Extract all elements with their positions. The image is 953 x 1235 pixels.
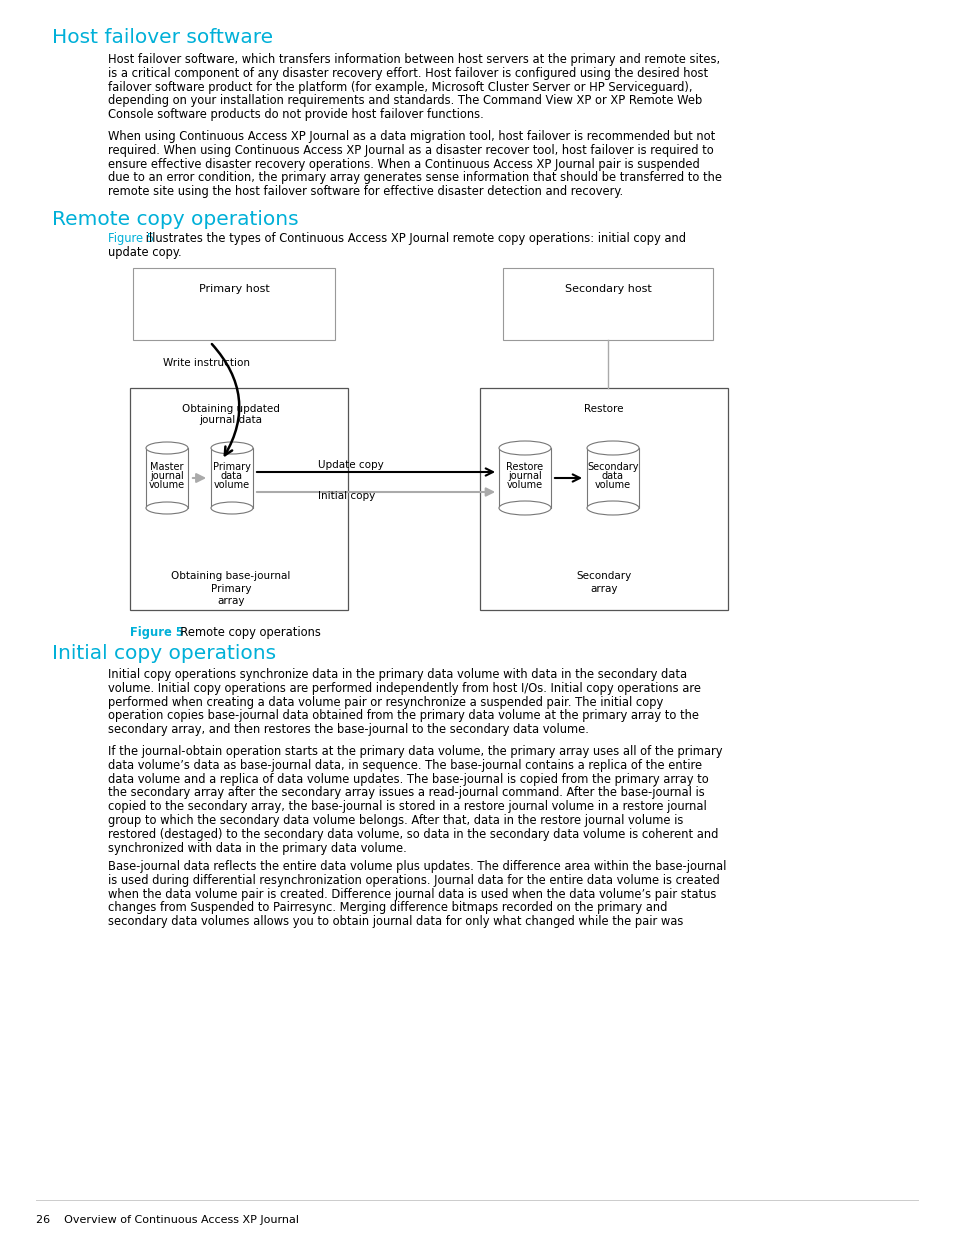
Text: volume. Initial copy operations are performed independently from host I/Os. Init: volume. Initial copy operations are perf… [108,682,700,695]
Ellipse shape [146,442,188,454]
Text: due to an error condition, the primary array generates sense information that sh: due to an error condition, the primary a… [108,172,721,184]
Ellipse shape [498,441,551,454]
Text: Figure 5: Figure 5 [108,232,154,245]
Text: operation copies base-journal data obtained from the primary data volume at the : operation copies base-journal data obtai… [108,709,699,722]
Text: synchronized with data in the primary data volume.: synchronized with data in the primary da… [108,841,406,855]
Text: data volume and a replica of data volume updates. The base-journal is copied fro: data volume and a replica of data volume… [108,773,708,785]
Bar [132,268,335,340]
Text: array: array [590,584,618,594]
Text: Primary: Primary [211,584,251,594]
Text: ensure effective disaster recovery operations. When a Continuous Access XP Journ: ensure effective disaster recovery opera… [108,158,699,170]
Text: array: array [217,597,245,606]
Text: data: data [601,471,623,480]
Bar [130,388,348,610]
Text: data volume’s data as base-journal data, in sequence. The base-journal contains : data volume’s data as base-journal data,… [108,758,701,772]
Text: Secondary host: Secondary host [564,284,651,294]
Text: Host failover software: Host failover software [52,28,273,47]
Text: Restore: Restore [506,462,543,472]
Text: If the journal-obtain operation starts at the primary data volume, the primary a: If the journal-obtain operation starts a… [108,745,721,758]
Ellipse shape [586,501,639,515]
Text: journal data: journal data [199,415,262,425]
Text: journal: journal [508,471,541,480]
Text: volume: volume [149,480,185,490]
Text: Primary host: Primary host [198,284,269,294]
Text: Host failover software, which transfers information between host servers at the : Host failover software, which transfers … [108,53,720,65]
Text: data: data [221,471,243,480]
Text: Restore: Restore [583,404,623,414]
Text: Primary: Primary [213,462,251,472]
Text: restored (destaged) to the secondary data volume, so data in the secondary data : restored (destaged) to the secondary dat… [108,827,718,841]
Text: performed when creating a data volume pair or resynchronize a suspended pair. Th: performed when creating a data volume pa… [108,695,662,709]
Bar [498,448,551,508]
Text: group to which the secondary data volume belongs. After that, data in the restor: group to which the secondary data volume… [108,814,682,827]
Text: journal: journal [150,471,184,480]
Bar [502,268,712,340]
Text: remote site using the host failover software for effective disaster detection an: remote site using the host failover soft… [108,185,622,198]
Text: copied to the secondary array, the base-journal is stored in a restore journal v: copied to the secondary array, the base-… [108,800,706,813]
Text: Secondary: Secondary [576,571,631,580]
Text: required. When using Continuous Access XP Journal as a disaster recover tool, ho: required. When using Continuous Access X… [108,143,713,157]
Text: volume: volume [595,480,630,490]
Bar [146,448,188,508]
Text: volume: volume [506,480,542,490]
Text: Obtaining updated: Obtaining updated [182,404,279,414]
Bar [211,448,253,508]
Text: when the data volume pair is created. Difference journal data is used when the d: when the data volume pair is created. Di… [108,888,716,900]
Text: depending on your installation requirements and standards. The Command View XP o: depending on your installation requireme… [108,94,701,107]
Text: Initial copy operations: Initial copy operations [52,643,275,663]
Text: secondary array, and then restores the base-journal to the secondary data volume: secondary array, and then restores the b… [108,724,588,736]
Text: Update copy: Update copy [317,459,383,471]
Text: Remote copy operations: Remote copy operations [172,626,320,638]
Text: Remote copy operations: Remote copy operations [52,210,298,228]
Ellipse shape [211,442,253,454]
Text: Secondary: Secondary [587,462,639,472]
Text: Initial copy operations synchronize data in the primary data volume with data in: Initial copy operations synchronize data… [108,668,686,680]
Text: 26    Overview of Continuous Access XP Journal: 26 Overview of Continuous Access XP Jour… [36,1215,298,1225]
Text: the secondary array after the secondary array issues a read-journal command. Aft: the secondary array after the secondary … [108,787,704,799]
Bar [479,388,727,610]
Text: Master: Master [150,462,184,472]
Text: volume: volume [213,480,250,490]
Text: secondary data volumes allows you to obtain journal data for only what changed w: secondary data volumes allows you to obt… [108,915,682,929]
Text: Console software products do not provide host failover functions.: Console software products do not provide… [108,109,483,121]
Text: Obtaining base-journal: Obtaining base-journal [172,571,291,580]
Text: update copy.: update copy. [108,246,181,259]
Text: When using Continuous Access XP Journal as a data migration tool, host failover : When using Continuous Access XP Journal … [108,130,715,143]
Text: Write instruction: Write instruction [163,358,250,368]
Text: Base-journal data reflects the entire data volume plus updates. The difference a: Base-journal data reflects the entire da… [108,860,725,873]
Text: is used during differential resynchronization operations. Journal data for the e: is used during differential resynchroniz… [108,874,719,887]
Ellipse shape [586,441,639,454]
Text: illustrates the types of Continuous Access XP Journal remote copy operations: in: illustrates the types of Continuous Acce… [142,232,685,245]
Ellipse shape [211,501,253,514]
Text: is a critical component of any disaster recovery effort. Host failover is config: is a critical component of any disaster … [108,67,707,80]
Text: Initial copy: Initial copy [317,492,375,501]
Text: changes from Suspended to Pairresync. Merging difference bitmaps recorded on the: changes from Suspended to Pairresync. Me… [108,902,667,914]
Ellipse shape [146,501,188,514]
Ellipse shape [498,501,551,515]
Text: Figure 5: Figure 5 [130,626,184,638]
Bar [586,448,639,508]
Text: failover software product for the platform (for example, Microsoft Cluster Serve: failover software product for the platfo… [108,80,692,94]
